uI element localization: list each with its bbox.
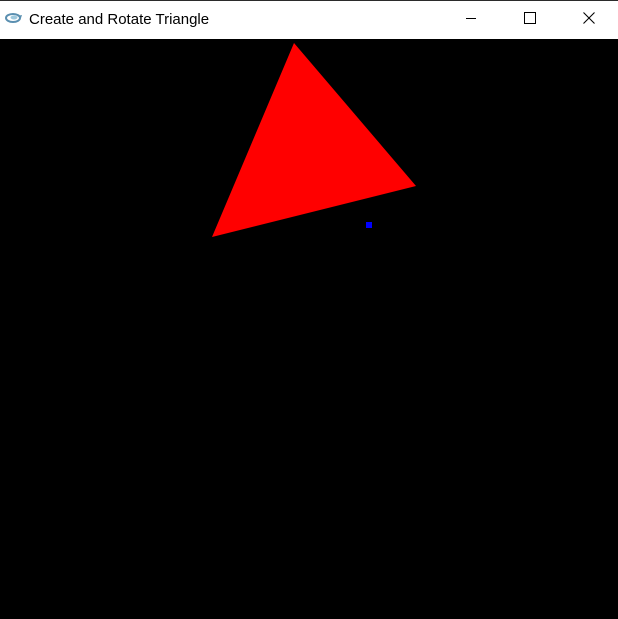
minimize-button[interactable] <box>442 1 500 39</box>
minimize-icon <box>465 11 477 29</box>
close-icon <box>583 11 595 29</box>
title-bar[interactable]: Create and Rotate Triangle <box>0 0 618 39</box>
render-canvas[interactable] <box>0 39 618 619</box>
close-button[interactable] <box>560 1 618 39</box>
maximize-icon <box>524 11 536 29</box>
rotated-triangle <box>212 43 416 237</box>
maximize-button[interactable] <box>501 1 559 39</box>
rotation-pivot-point <box>366 222 372 228</box>
scene-svg <box>212 43 416 237</box>
window-title: Create and Rotate Triangle <box>29 11 210 28</box>
opengl-app-icon <box>5 11 23 25</box>
